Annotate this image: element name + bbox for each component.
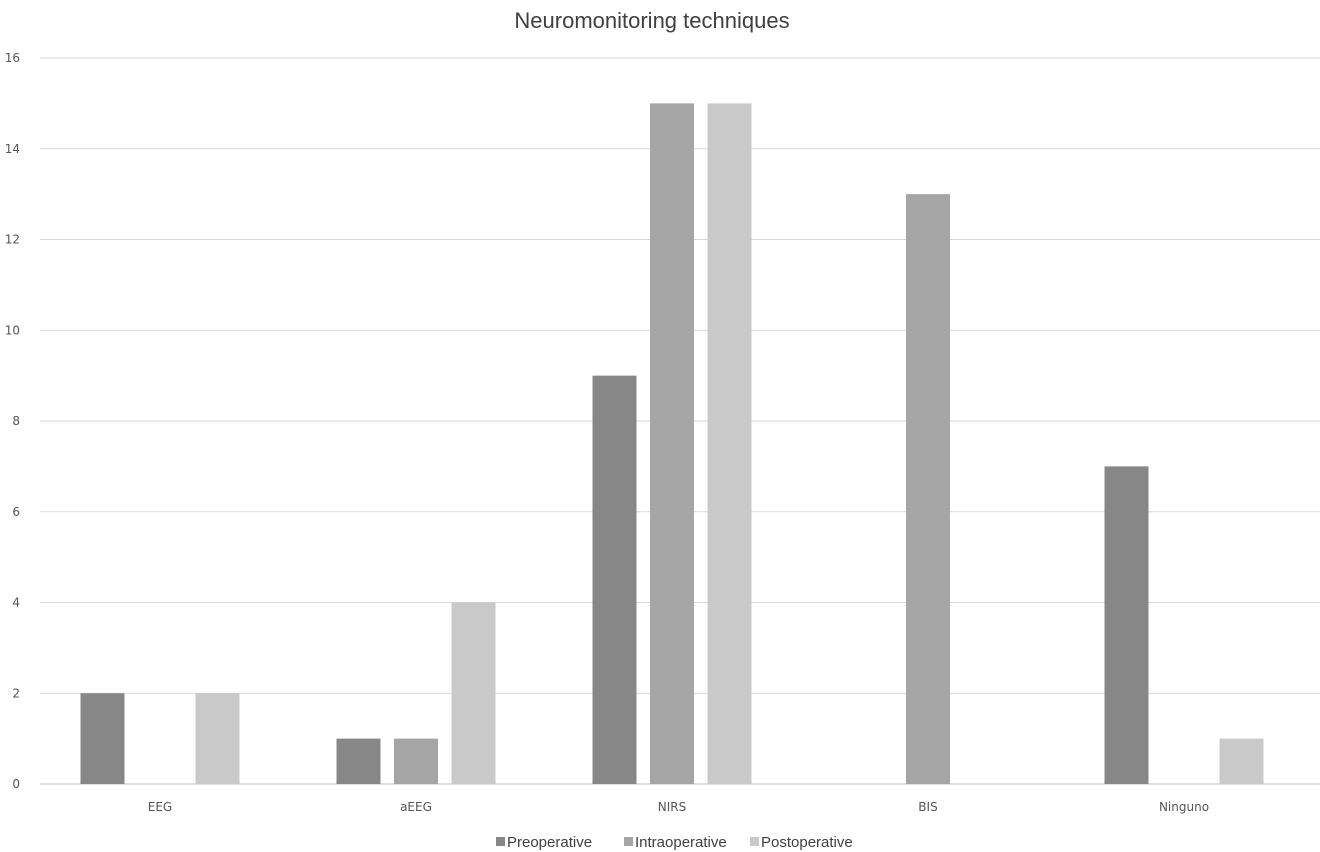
bar-postoperative-aeeg bbox=[451, 602, 496, 784]
y-tick-label: 14 bbox=[5, 142, 20, 156]
x-category-label: BIS bbox=[918, 800, 937, 814]
bar-preoperative-ninguno bbox=[1104, 466, 1149, 784]
bar-postoperative-ninguno bbox=[1219, 738, 1264, 784]
bar-intraoperative-bis bbox=[906, 194, 950, 784]
x-category-label: Ninguno bbox=[1159, 800, 1209, 814]
legend-swatch-postoperative bbox=[750, 837, 759, 846]
bar-preoperative-aeeg bbox=[336, 738, 381, 784]
bar-preoperative-nirs bbox=[592, 375, 637, 784]
legend-label-intraoperative: Intraoperative bbox=[635, 834, 727, 851]
x-category-label: aEEG bbox=[400, 800, 432, 814]
y-tick-label: 12 bbox=[5, 233, 20, 247]
chart-title: Neuromonitoring techniques bbox=[514, 8, 789, 33]
bars bbox=[80, 103, 1264, 784]
y-tick-label: 16 bbox=[5, 51, 20, 65]
bar-postoperative-nirs bbox=[707, 103, 752, 784]
bar-postoperative-eeg bbox=[195, 693, 240, 784]
legend-label-postoperative: Postoperative bbox=[761, 834, 853, 851]
x-axis-category-labels: EEG aEEG NIRS BIS Ninguno bbox=[148, 800, 1209, 814]
x-category-label: EEG bbox=[148, 800, 172, 814]
legend: Preoperative Intraoperative Postoperative bbox=[496, 834, 853, 851]
bar-intraoperative-nirs bbox=[650, 103, 694, 784]
y-tick-label: 0 bbox=[12, 777, 20, 791]
y-tick-label: 4 bbox=[12, 596, 20, 610]
y-axis-tick-labels: 0 2 4 6 8 10 12 14 16 bbox=[5, 51, 20, 791]
legend-label-preoperative: Preoperative bbox=[507, 834, 592, 851]
y-tick-label: 6 bbox=[12, 505, 20, 519]
legend-swatch-preoperative bbox=[496, 837, 505, 846]
y-tick-label: 8 bbox=[12, 414, 20, 428]
y-tick-label: 10 bbox=[5, 323, 20, 337]
legend-swatch-intraoperative bbox=[624, 837, 633, 846]
bar-preoperative-eeg bbox=[80, 693, 125, 784]
x-category-label: NIRS bbox=[658, 800, 686, 814]
bar-intraoperative-aeeg bbox=[394, 738, 438, 784]
y-tick-label: 2 bbox=[12, 686, 20, 700]
